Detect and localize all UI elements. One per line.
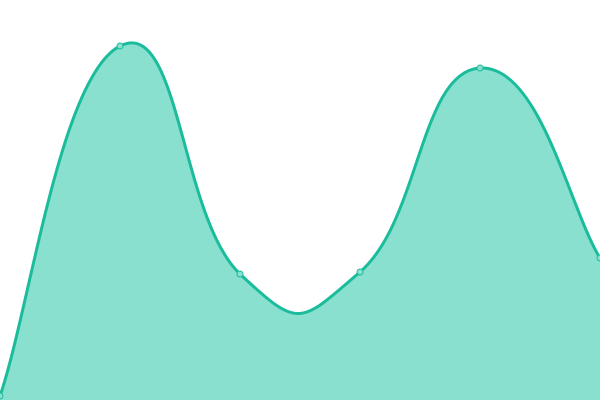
data-points (0, 42, 600, 400)
data-point-4 (476, 64, 484, 72)
data-point-0 (0, 392, 4, 400)
data-point-2 (236, 270, 244, 278)
data-point-5 (596, 254, 600, 262)
series-line (0, 41, 600, 397)
area-fill (0, 42, 600, 400)
data-point-3 (356, 268, 364, 276)
data-point-1 (116, 42, 124, 50)
